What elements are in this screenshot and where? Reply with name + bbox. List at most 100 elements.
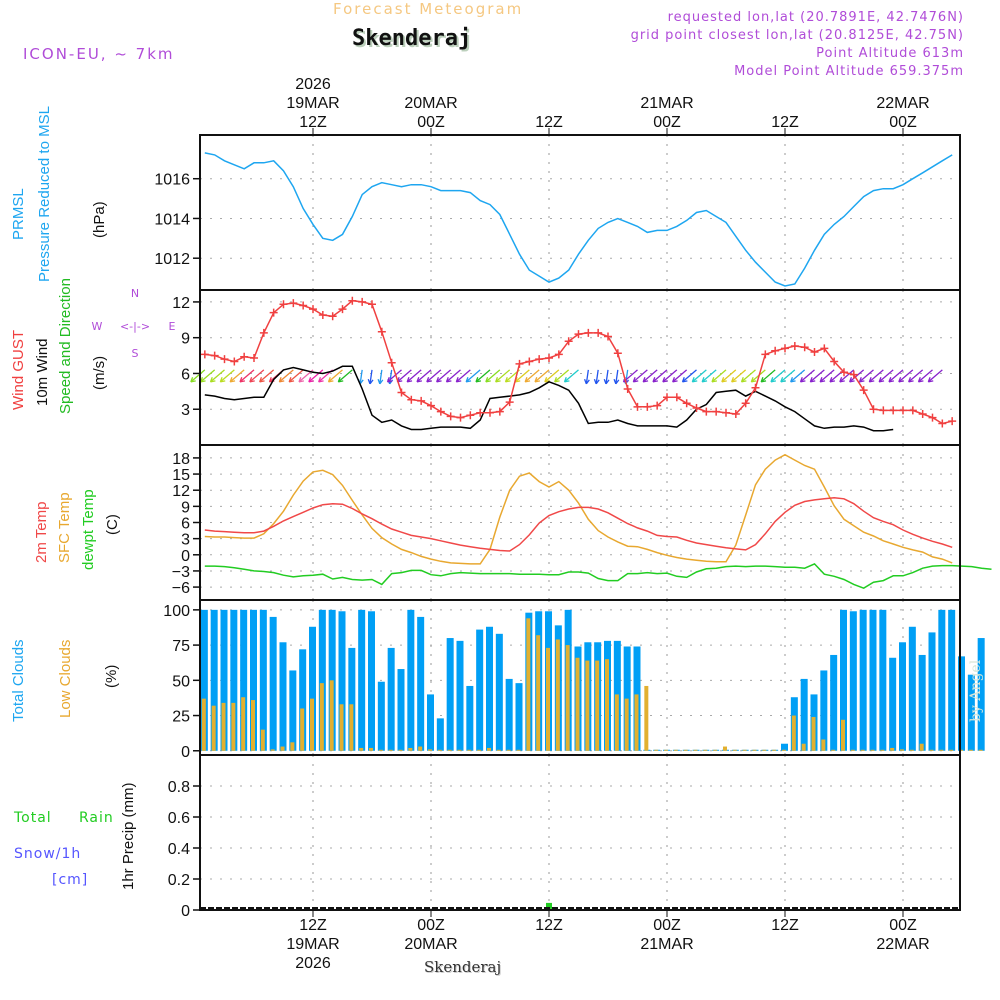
total-cloud-bar <box>486 626 493 751</box>
wind-arrow-head <box>790 380 796 383</box>
gust-marker <box>771 346 780 355</box>
wind-arrow-shaft <box>229 369 245 383</box>
gust-marker <box>387 358 396 367</box>
wind-arrow-head <box>504 376 508 383</box>
gust-marker <box>781 344 789 353</box>
wind-arrow-head <box>495 380 501 383</box>
total-cloud-bar <box>820 670 828 751</box>
wind-arrow-head <box>259 380 265 383</box>
low-cloud-bar <box>900 749 904 751</box>
wind-arrow-shaft <box>898 369 914 383</box>
gust-marker <box>918 410 927 418</box>
wind-arrow-head <box>682 380 688 383</box>
compass-cross: <-|-> <box>120 320 150 333</box>
low-cloud-bar <box>447 749 452 751</box>
wind-arrow <box>524 369 540 383</box>
wind-arrow-head <box>288 376 292 383</box>
total-cloud-bar <box>368 611 375 751</box>
wind-arrow-head <box>908 380 914 383</box>
total-cloud-bar <box>928 632 936 751</box>
wind-arrow-head <box>279 380 285 383</box>
low-cloud-bar <box>585 660 590 751</box>
wind-arrow-head <box>200 380 206 383</box>
wind-arrow-head <box>761 380 767 383</box>
wind-arrow-head <box>308 376 312 383</box>
wind-arrow <box>878 369 894 383</box>
wind-arrow-shaft <box>839 369 855 383</box>
panel-frame <box>199 134 961 291</box>
wind-arrow-shaft <box>534 369 550 383</box>
wind-label: 10m Wind <box>34 338 51 406</box>
wind-arrow <box>917 369 933 383</box>
footer-location: Skenderaj <box>424 958 502 976</box>
wind-arrow-head <box>239 376 243 383</box>
wind-arrow-shaft <box>741 369 756 383</box>
wind-arrow-shaft <box>595 369 599 384</box>
low-cloud-bar <box>683 749 688 751</box>
wind-arrow-shaft <box>615 369 619 384</box>
wind-arrow-head <box>456 380 462 383</box>
gust-marker <box>279 300 288 309</box>
time-label-top: 21MAR <box>640 95 693 112</box>
total-cloud-bar <box>908 626 916 751</box>
total-cloud-bar <box>781 743 788 751</box>
wind-arrow-shaft <box>200 369 216 383</box>
wind-arrow-shaft <box>809 369 825 383</box>
wind-arrow-shaft <box>585 369 589 384</box>
gust-marker <box>731 410 740 418</box>
wind-arrow <box>790 369 806 383</box>
wind-arrow-head <box>868 376 872 383</box>
total-cloud-bar <box>230 609 238 751</box>
gust-marker <box>466 411 475 420</box>
wind-arrow-head <box>475 380 482 383</box>
panel-4 <box>193 755 960 911</box>
wind-arrow-shaft <box>554 369 570 383</box>
wind-arrow-head <box>800 380 806 383</box>
credit-label: by Angel <box>968 659 984 722</box>
wind-arrow-shaft <box>387 369 402 383</box>
pressure-line <box>204 152 953 287</box>
y-tick-label: 0.6 <box>168 810 190 827</box>
wind-arrow <box>475 369 491 383</box>
total-cloud-bar <box>259 609 267 751</box>
gust-marker <box>505 398 514 407</box>
wind-arrow-head <box>849 376 853 383</box>
low-cloud-bar <box>624 698 629 751</box>
total-cloud-bar <box>299 649 307 751</box>
total-rain-label-2: Rain <box>79 810 114 826</box>
gust-marker <box>407 395 416 404</box>
low-cloud-bar <box>457 749 462 751</box>
low-cloud-bar <box>487 747 491 751</box>
low-cloud-bar <box>634 694 639 751</box>
wind-arrow <box>219 369 235 383</box>
wind-arrow <box>819 369 835 383</box>
pressure-unit: (hPa) <box>91 201 108 238</box>
low-cloud-bar <box>516 749 521 751</box>
time-label-bottom: 21MAR <box>640 936 693 953</box>
gust-marker <box>800 343 809 352</box>
low-cloud-bar <box>801 743 806 751</box>
wind-arrow-head <box>369 379 374 385</box>
wind-arrow-head <box>839 376 843 383</box>
wind-arrow <box>426 369 442 383</box>
wind-arrow-head <box>318 376 322 383</box>
wind-arrow-head <box>820 380 826 383</box>
wind-arrow-head <box>190 376 194 383</box>
low-cloud-bar <box>565 645 570 751</box>
low-cloud-bar <box>555 639 560 751</box>
wind-dir-label: Speed and Direction <box>57 278 74 414</box>
y-tick-label: 0 <box>181 744 190 761</box>
low-cloud-bar <box>880 749 885 751</box>
wind-arrow-head <box>643 380 649 383</box>
y-tick-label: 75 <box>172 638 190 655</box>
wind-arrow-head <box>219 376 223 383</box>
wind-arrow-shaft <box>888 369 904 383</box>
low-cloud-bar <box>496 749 501 751</box>
dewpt-line <box>204 563 992 590</box>
gust-marker <box>869 405 878 414</box>
wind-arrow-shaft <box>642 369 658 383</box>
low-cloud-bar <box>506 749 511 751</box>
wind-arrow-head <box>524 376 528 383</box>
time-label-top: 00Z <box>889 114 917 131</box>
low-cloud-bar <box>300 708 305 751</box>
